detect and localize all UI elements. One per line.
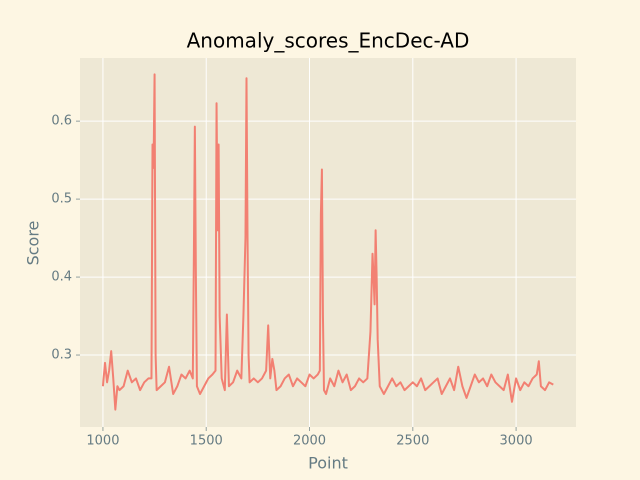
- plot-area: [80, 58, 576, 427]
- y-tick-label: 0.6: [51, 114, 72, 129]
- x-axis-label: Point: [308, 454, 348, 473]
- y-tick-label: 0.5: [51, 192, 72, 207]
- x-tick-label: 2500: [396, 434, 429, 449]
- x-tick-label: 3000: [500, 434, 533, 449]
- line-series: [101, 73, 554, 411]
- x-tick-label: 1500: [190, 434, 223, 449]
- chart-title: Anomaly_scores_EncDec-AD: [187, 29, 470, 53]
- y-tick-label: 0.4: [51, 270, 72, 285]
- y-tick-label: 0.3: [51, 348, 72, 363]
- x-tick-label: 1000: [86, 434, 119, 449]
- y-axis-label: Score: [24, 221, 43, 266]
- x-tick-label: 2000: [293, 434, 326, 449]
